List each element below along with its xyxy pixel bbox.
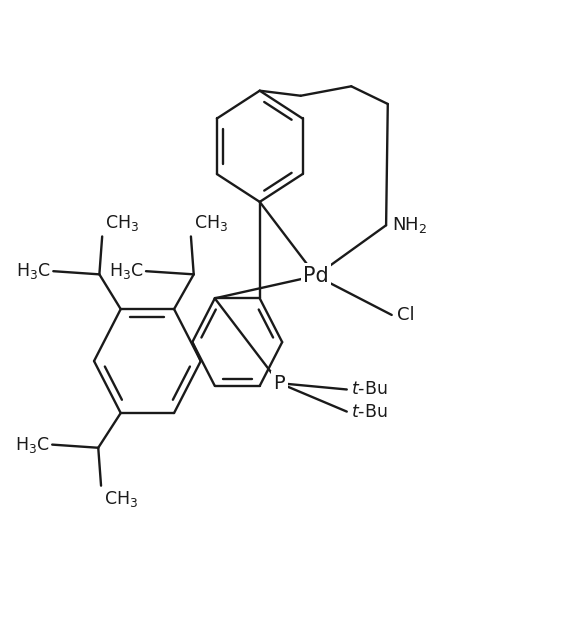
Text: $t$-Bu: $t$-Bu — [351, 381, 388, 399]
Text: P: P — [274, 374, 285, 393]
Text: H$_3$C: H$_3$C — [16, 261, 51, 281]
Text: $t$-Bu: $t$-Bu — [351, 403, 388, 420]
Text: CH$_3$: CH$_3$ — [105, 213, 139, 234]
Text: CH$_3$: CH$_3$ — [104, 489, 138, 509]
Text: H$_3$C: H$_3$C — [15, 435, 50, 454]
Text: Pd: Pd — [303, 266, 329, 286]
Text: NH$_2$: NH$_2$ — [392, 215, 427, 236]
Text: CH$_3$: CH$_3$ — [194, 213, 228, 234]
Text: Cl: Cl — [397, 306, 415, 324]
Text: H$_3$C: H$_3$C — [108, 261, 143, 281]
